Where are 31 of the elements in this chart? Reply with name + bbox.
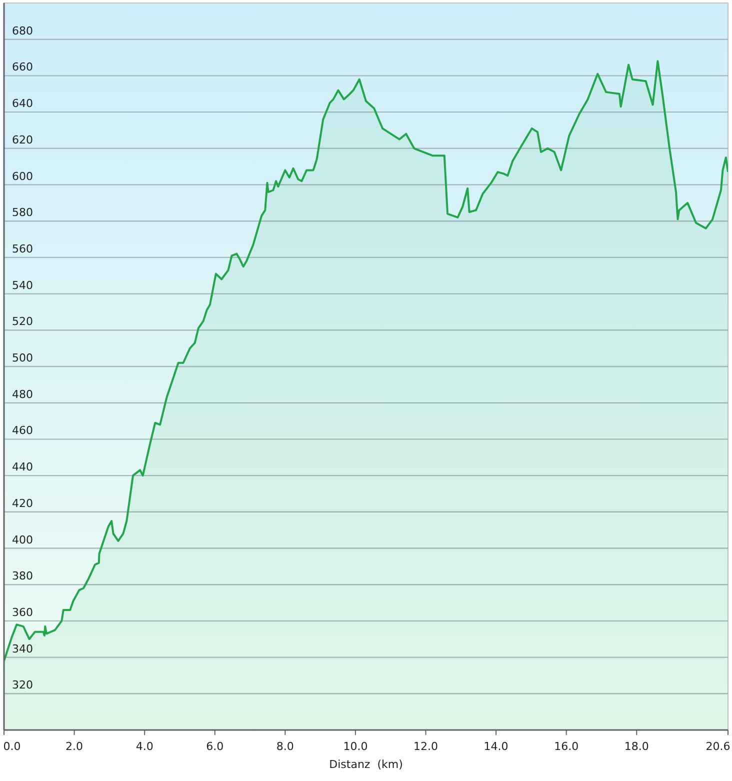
- y-tick-label: 600: [12, 170, 33, 183]
- y-tick-label: 680: [12, 24, 33, 38]
- y-tick-label: 500: [12, 352, 33, 364]
- y-tick-label: 420: [12, 496, 33, 510]
- y-tick-label: 520: [12, 315, 33, 328]
- x-tick-label: 20.6: [706, 740, 730, 753]
- x-tick-label: 18.0: [624, 740, 649, 753]
- x-tick-label: 12.0: [414, 740, 438, 753]
- x-tick-label: 14.0: [484, 740, 508, 753]
- y-tick-label: 440: [12, 460, 33, 474]
- y-tick-label: 340: [12, 642, 33, 656]
- y-tick-label: 360: [12, 606, 33, 619]
- x-tick-label: 10.0: [343, 740, 368, 753]
- y-tick-label: 560: [12, 242, 33, 256]
- y-tick-label: 640: [12, 97, 33, 110]
- y-tick-label: 320: [12, 678, 33, 692]
- y-tick-label: 460: [12, 424, 33, 438]
- y-tick-label: 660: [12, 60, 33, 74]
- x-tick-label: 16.0: [554, 740, 579, 753]
- x-tick-label: 0.0: [3, 740, 21, 753]
- y-tick-label: 540: [12, 278, 33, 292]
- x-tick-label: 6.0: [206, 740, 224, 753]
- x-tick-label: 8.0: [276, 740, 294, 753]
- x-axis-title: Distanz (km): [329, 758, 403, 771]
- x-tick-label: 4.0: [136, 740, 154, 753]
- y-tick-label: 480: [12, 388, 33, 401]
- y-tick-label: 580: [12, 206, 33, 220]
- x-tick-label: 2.0: [66, 740, 84, 753]
- y-tick-label: 380: [12, 570, 33, 583]
- y-tick-label: 400: [12, 533, 33, 546]
- y-tick-label: 620: [12, 133, 33, 146]
